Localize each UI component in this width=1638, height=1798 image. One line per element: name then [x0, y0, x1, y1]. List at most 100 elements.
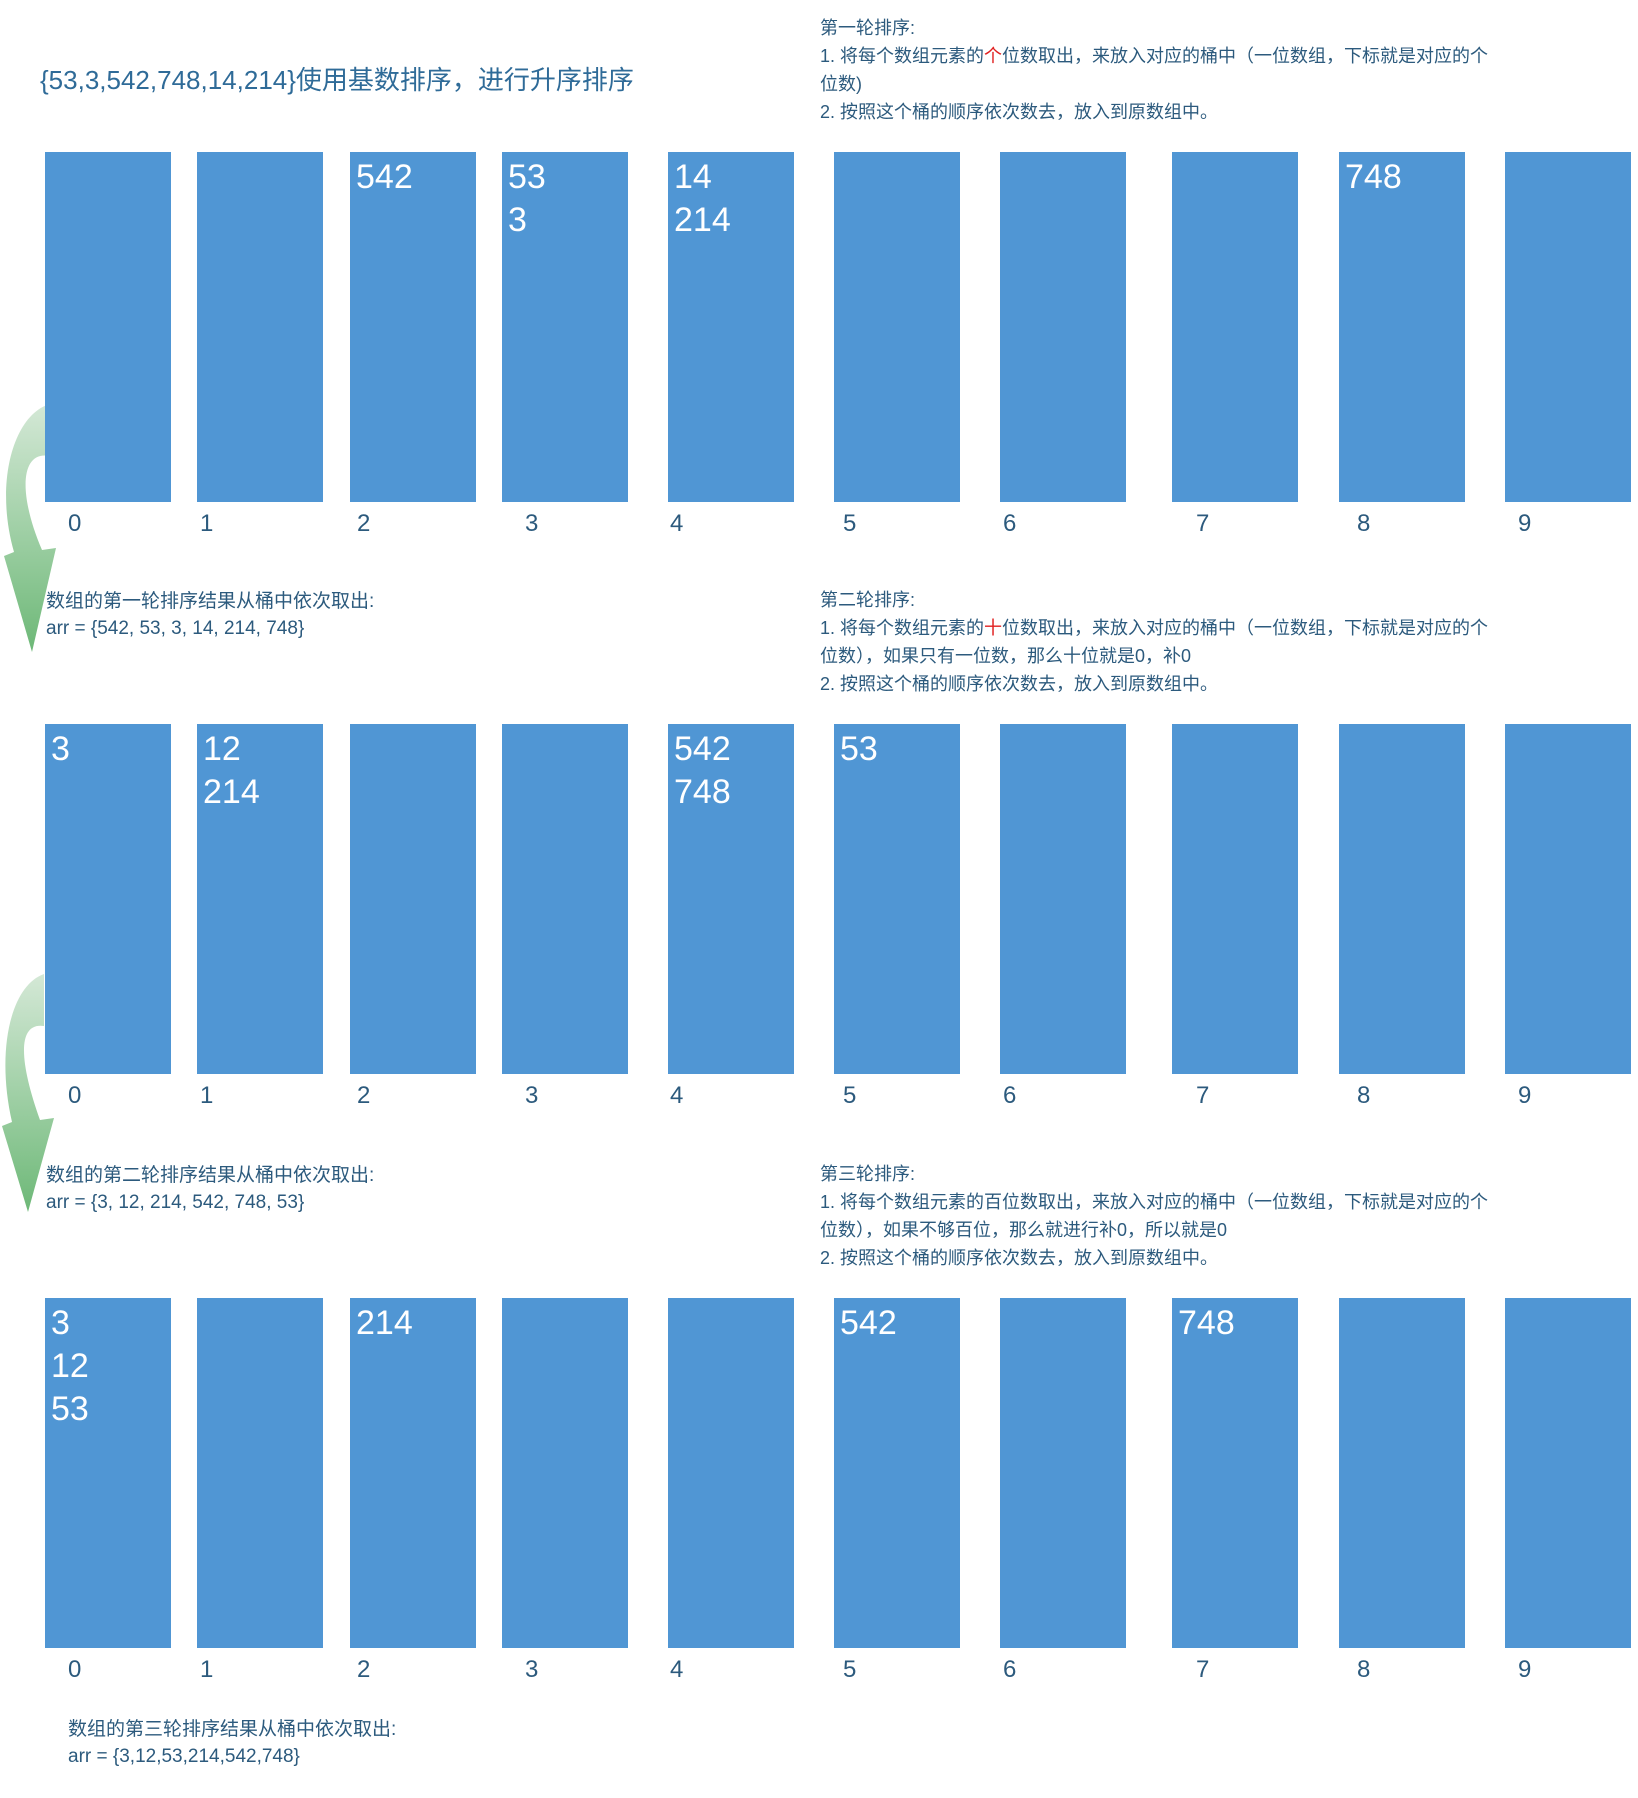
round-1-step1-post: 位数取出，来放入对应的桶中（一位数组，下标就是对应的个: [1002, 46, 1489, 66]
round-2-step1-highlight: 十: [984, 618, 1003, 638]
bucket-label-round2-2: 2: [357, 1082, 371, 1109]
bucket-round3-5: 542: [834, 1298, 960, 1648]
bucket-round2-2: [350, 724, 476, 1074]
bucket-value: 12: [203, 730, 241, 768]
round-2-description: 第二轮排序: 1. 将每个数组元素的十位数取出，来放入对应的桶中（一位数组，下标…: [820, 586, 1520, 698]
bucket-label-round1-6: 6: [1003, 510, 1017, 537]
bucket-value: 748: [674, 773, 731, 811]
round-3-heading: 第三轮排序:: [820, 1164, 916, 1184]
bucket-label-round2-8: 8: [1357, 1082, 1371, 1109]
bucket-label-round1-1: 1: [200, 510, 214, 537]
round-2-result-title: 数组的第二轮排序结果从桶中依次取出:: [46, 1165, 375, 1186]
round-3-result: 数组的第三轮排序结果从桶中依次取出: arr = {3,12,53,214,54…: [68, 1716, 396, 1770]
bucket-round2-1: 12 214: [197, 724, 323, 1074]
bucket-label-round1-2: 2: [357, 510, 371, 537]
bucket-value: 542: [840, 1304, 897, 1342]
round-1-heading: 第一轮排序:: [820, 18, 916, 38]
bucket-label-round3-9: 9: [1518, 1656, 1532, 1683]
bucket-value: 12: [51, 1347, 89, 1385]
bucket-round1-7: [1172, 152, 1298, 502]
page-title: {53,3,542,748,14,214}使用基数排序，进行升序排序: [40, 65, 634, 95]
bucket-label-round3-5: 5: [843, 1656, 857, 1683]
bucket-label-round3-1: 1: [200, 1656, 214, 1683]
bucket-round2-5: 53: [834, 724, 960, 1074]
bucket-label-round1-7: 7: [1196, 510, 1210, 537]
bucket-value: 53: [51, 1390, 89, 1428]
bucket-round1-0: [45, 152, 171, 502]
bucket-label-round1-0: 0: [68, 510, 82, 537]
bucket-value: 53: [840, 730, 878, 768]
bucket-round1-8: 748: [1339, 152, 1465, 502]
bucket-round1-6: [1000, 152, 1126, 502]
bucket-label-round1-5: 5: [843, 510, 857, 537]
round-2-step1-post: 位数取出，来放入对应的桶中（一位数组，下标就是对应的个: [1002, 618, 1489, 638]
bucket-label-round2-0: 0: [68, 1082, 82, 1109]
bucket-value: 542: [674, 730, 731, 768]
bucket-label-round2-1: 1: [200, 1082, 214, 1109]
bucket-round2-4: 542 748: [668, 724, 794, 1074]
bucket-value: 3: [508, 201, 527, 239]
bucket-round3-4: [668, 1298, 794, 1648]
bucket-label-round3-2: 2: [357, 1656, 371, 1683]
bucket-value: 3: [51, 730, 70, 768]
bucket-label-round1-3: 3: [525, 510, 539, 537]
bucket-label-round3-6: 6: [1003, 1656, 1017, 1683]
bucket-value: 214: [203, 773, 260, 811]
bucket-label-round2-3: 3: [525, 1082, 539, 1109]
round-1-step2: 2. 按照这个桶的顺序依次数去，放入到原数组中。: [820, 102, 1219, 122]
bucket-round3-2: 214: [350, 1298, 476, 1648]
round-3-description: 第三轮排序: 1. 将每个数组元素的百位数取出，来放入对应的桶中（一位数组，下标…: [820, 1160, 1520, 1272]
bucket-label-round3-3: 3: [525, 1656, 539, 1683]
bucket-label-round3-4: 4: [670, 1656, 684, 1683]
bucket-round2-0: 3: [45, 724, 171, 1074]
round-1-description: 第一轮排序: 1. 将每个数组元素的个位数取出，来放入对应的桶中（一位数组，下标…: [820, 14, 1520, 126]
bucket-round2-7: [1172, 724, 1298, 1074]
bucket-round1-4: 14 214: [668, 152, 794, 502]
round-2-step1-cont: 位数），如果只有一位数，那么十位就是0，补0: [820, 646, 1192, 666]
bucket-value: 214: [674, 201, 731, 239]
bucket-label-round3-8: 8: [1357, 1656, 1371, 1683]
round-2-step2: 2. 按照这个桶的顺序依次数去，放入到原数组中。: [820, 674, 1219, 694]
round-1-result: 数组的第一轮排序结果从桶中依次取出: arr = {542, 53, 3, 14…: [46, 588, 374, 642]
round-1-step1: 1. 将每个数组元素的个位数取出，来放入对应的桶中（一位数组，下标就是对应的个: [820, 42, 1520, 70]
bucket-value: 14: [674, 158, 712, 196]
bucket-value: 542: [356, 158, 413, 196]
bucket-label-round3-0: 0: [68, 1656, 82, 1683]
round-2-result: 数组的第二轮排序结果从桶中依次取出: arr = {3, 12, 214, 54…: [46, 1162, 374, 1216]
bucket-round3-8: [1339, 1298, 1465, 1648]
round-3-step1: 1. 将每个数组元素的百位数取出，来放入对应的桶中（一位数组，下标就是对应的个: [820, 1188, 1520, 1216]
bucket-label-round3-7: 7: [1196, 1656, 1210, 1683]
bucket-label-round1-8: 8: [1357, 510, 1371, 537]
bucket-value: 3: [51, 1304, 70, 1342]
bucket-label-round1-4: 4: [670, 510, 684, 537]
bucket-round1-5: [834, 152, 960, 502]
bucket-label-round2-4: 4: [670, 1082, 684, 1109]
bucket-round2-8: [1339, 724, 1465, 1074]
round-3-result-title: 数组的第三轮排序结果从桶中依次取出:: [68, 1719, 397, 1740]
bucket-value: 748: [1345, 158, 1402, 196]
bucket-round1-1: [197, 152, 323, 502]
bucket-round3-1: [197, 1298, 323, 1648]
round-2-step1-pre: 1. 将每个数组元素的: [820, 618, 985, 638]
round-1-step1-highlight: 个: [984, 46, 1003, 66]
round-2-arrow-icon: [2, 974, 54, 1212]
bucket-label-round2-7: 7: [1196, 1082, 1210, 1109]
bucket-round2-3: [502, 724, 628, 1074]
round-2-heading: 第二轮排序:: [820, 590, 916, 610]
bucket-label-round2-9: 9: [1518, 1082, 1532, 1109]
bucket-round1-3: 53 3: [502, 152, 628, 502]
bucket-label-round1-9: 9: [1518, 510, 1532, 537]
bucket-label-round2-6: 6: [1003, 1082, 1017, 1109]
round-1-result-title: 数组的第一轮排序结果从桶中依次取出:: [46, 591, 375, 612]
round-3-step1-cont: 位数），如果不够百位，那么就进行补0，所以就是0: [820, 1220, 1228, 1240]
round-3-result-value: arr = {3,12,53,214,542,748}: [68, 1746, 300, 1767]
bucket-round3-7: 748: [1172, 1298, 1298, 1648]
bucket-round2-9: [1505, 724, 1631, 1074]
round-3-step2: 2. 按照这个桶的顺序依次数去，放入到原数组中。: [820, 1248, 1219, 1268]
bucket-value: 748: [1178, 1304, 1235, 1342]
bucket-round3-6: [1000, 1298, 1126, 1648]
round-1-step1-pre: 1. 将每个数组元素的: [820, 46, 985, 66]
round-1-result-value: arr = {542, 53, 3, 14, 214, 748}: [46, 618, 305, 639]
round-1-step1-cont: 位数): [820, 74, 862, 94]
bucket-round3-9: [1505, 1298, 1631, 1648]
